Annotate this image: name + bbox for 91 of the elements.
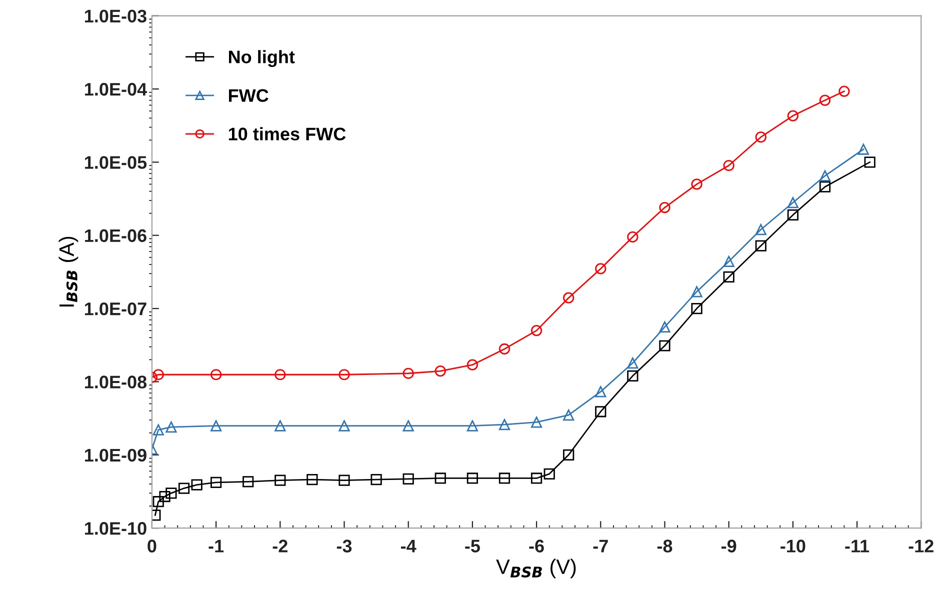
point — [595, 263, 606, 274]
point — [191, 479, 202, 490]
point — [627, 370, 638, 382]
point — [838, 86, 850, 97]
point — [864, 156, 876, 168]
point — [691, 286, 702, 298]
point — [819, 170, 831, 182]
point — [152, 496, 164, 508]
y-tick-label: 1.0E-08 — [85, 376, 147, 388]
x-tick-label: -12 — [908, 540, 934, 552]
point — [530, 416, 542, 428]
point — [755, 132, 766, 143]
point — [402, 368, 414, 379]
x-tick-label: -1 — [208, 540, 224, 552]
point — [274, 369, 286, 380]
x-axis-title: V$_{BSB}$ (V) — [496, 558, 576, 578]
x-tick-label: -9 — [722, 540, 736, 552]
point — [210, 369, 222, 380]
point — [627, 357, 638, 369]
point — [498, 472, 510, 484]
point — [338, 420, 350, 432]
y-tick-label: 1.0E-10 — [85, 522, 146, 535]
point — [659, 202, 670, 214]
point — [659, 321, 670, 333]
point — [627, 231, 638, 243]
point — [544, 468, 555, 480]
point — [498, 418, 510, 430]
point — [723, 271, 734, 283]
point — [370, 474, 382, 486]
point — [755, 240, 766, 252]
point — [819, 94, 831, 106]
point — [466, 359, 478, 370]
point — [595, 386, 606, 398]
point — [210, 420, 222, 432]
point — [659, 340, 670, 352]
point — [595, 406, 606, 418]
point — [466, 420, 478, 432]
point — [498, 343, 510, 355]
point — [434, 365, 446, 377]
point — [274, 474, 286, 486]
point — [787, 209, 798, 220]
point — [723, 256, 734, 267]
point — [242, 476, 254, 488]
point — [530, 472, 542, 484]
legend-label: No light — [228, 50, 295, 67]
point — [858, 144, 869, 155]
x-tick-label: -10 — [780, 540, 806, 552]
point — [466, 472, 478, 484]
point — [152, 424, 164, 436]
point — [563, 292, 574, 304]
point — [819, 181, 831, 192]
x-tick-label: -2 — [272, 540, 288, 552]
point — [210, 476, 222, 488]
point — [402, 420, 414, 432]
point — [723, 160, 734, 172]
x-tick-label: -7 — [593, 540, 608, 552]
x-tick-label: -5 — [465, 540, 480, 552]
point — [274, 420, 286, 432]
x-tick-label: -6 — [529, 540, 544, 552]
point — [434, 472, 446, 484]
legend-label: FWC — [228, 89, 268, 102]
point — [338, 369, 350, 380]
y-tick-label: 1.0E-06 — [85, 229, 146, 242]
point — [691, 302, 702, 314]
x-tick-label: -11 — [845, 540, 870, 552]
point — [563, 449, 574, 460]
x-tick-label: 0 — [148, 540, 156, 552]
y-tick-label: 1.0E-09 — [85, 448, 146, 462]
point — [755, 224, 766, 236]
y-tick-label: 1.0E-07 — [85, 302, 146, 316]
point — [306, 474, 318, 486]
point — [787, 197, 798, 208]
y-axis-title: I$_{BSB}$ (A) — [58, 236, 78, 306]
point — [178, 482, 190, 494]
point — [166, 422, 177, 433]
y-tick-label: 1.0E-04 — [85, 82, 148, 96]
y-tick-label: 1.0E-03 — [85, 10, 146, 23]
x-tick-label: -4 — [401, 540, 416, 552]
y-tick-label: 1.0E-05 — [85, 156, 147, 169]
point — [338, 474, 350, 486]
point — [563, 410, 574, 421]
legend-label: 10 times FWC — [228, 127, 346, 140]
point — [159, 490, 170, 502]
x-tick-label: -3 — [336, 540, 352, 552]
point — [691, 178, 702, 190]
point — [787, 110, 798, 122]
point — [166, 488, 177, 499]
point — [530, 325, 542, 336]
point — [402, 473, 414, 484]
x-tick-label: -8 — [657, 540, 672, 552]
point — [152, 369, 164, 380]
